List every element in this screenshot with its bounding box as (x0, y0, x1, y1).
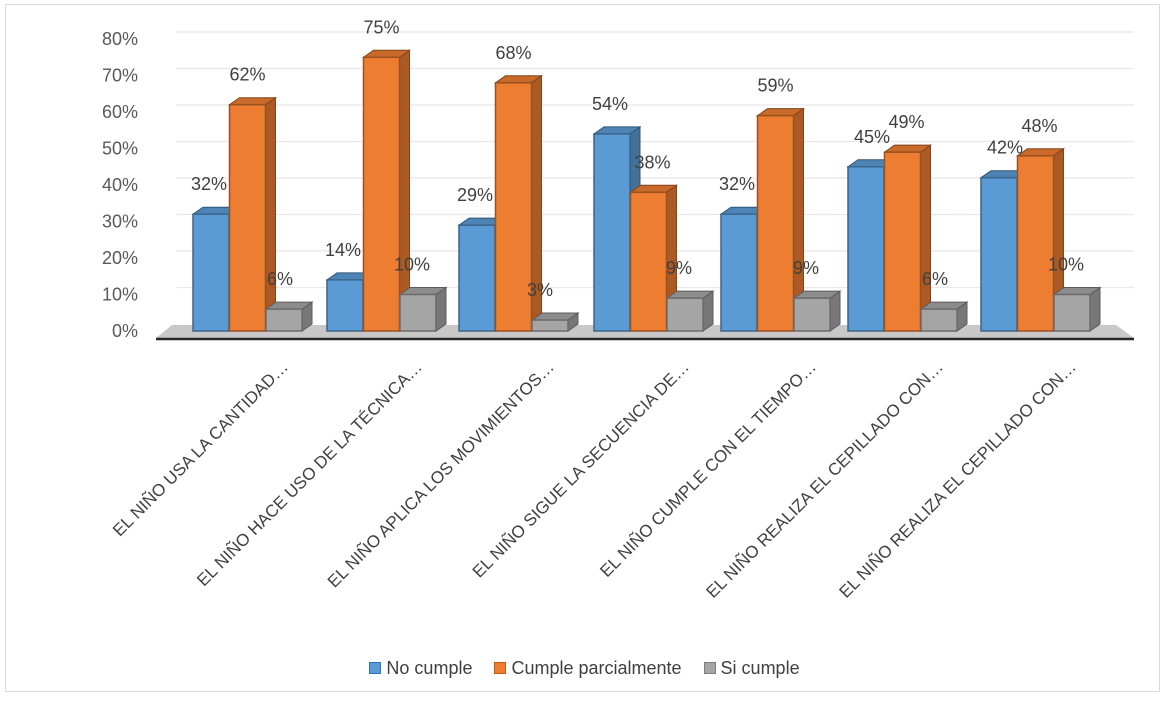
x-axis: EL NIÑO USA LA CANTIDAD…EL NIÑO HACE USO… (109, 357, 1080, 601)
legend-item-no-cumple[interactable]: No cumple (369, 658, 472, 679)
bar-front (228, 103, 267, 332)
data-label: 9% (793, 258, 819, 278)
bar-front (883, 151, 922, 332)
bar-front (720, 213, 758, 332)
bar-front (362, 56, 401, 332)
bar-front (265, 308, 303, 332)
y-tick-label: 20% (102, 248, 138, 268)
legend-label-cumple-parcialmente: Cumple parcialmente (511, 657, 682, 678)
data-label: 75% (363, 17, 399, 37)
bar-1-1 (361, 49, 412, 332)
bar-0-2 (264, 301, 314, 332)
data-label: 29% (457, 185, 493, 205)
bar-front (192, 213, 230, 332)
bar-front (1016, 155, 1055, 332)
bar-0-1 (227, 96, 278, 332)
bar-2-2 (530, 312, 580, 332)
y-tick-label: 80% (102, 29, 138, 49)
bar-front (629, 191, 668, 332)
bar-1-2 (398, 286, 448, 332)
data-label: 14% (325, 240, 361, 260)
y-axis: 0% 10% 20% 30% 40% 50% 60% 70% 80% (102, 29, 138, 341)
data-label: 3% (527, 280, 553, 300)
y-tick-label: 70% (102, 66, 138, 86)
bar-4-1 (755, 107, 806, 332)
data-label: 6% (267, 269, 293, 289)
data-label: 62% (229, 65, 265, 85)
legend-label-si-cumple: Si cumple (720, 657, 800, 678)
data-labels: 32% 62% 6% 14% 75% 10% 29% 68% 3% 54% 38% 9% 32% 59% 9… (191, 17, 1084, 300)
bar-side (265, 96, 276, 332)
bar-front (326, 279, 364, 332)
x-category-label: EL NIÑO HACE USO DE LA TÉCNICA… (193, 357, 426, 590)
bar-front (920, 308, 958, 332)
bar-6-1 (1015, 147, 1066, 332)
data-label: 49% (888, 112, 924, 132)
bar-front (756, 114, 795, 332)
bar-front (531, 319, 569, 332)
legend-item-si-cumple[interactable]: Si cumple (703, 657, 800, 679)
bar-front (494, 82, 533, 332)
bar-2-1 (493, 74, 544, 332)
data-label: 59% (757, 76, 793, 96)
bar-5-2 (919, 301, 969, 332)
data-label: 9% (666, 258, 692, 278)
data-label: 68% (495, 43, 531, 63)
x-category-label: EL NIÑO SIGUE LA SECUENCIA DE… (469, 357, 693, 581)
data-label: 10% (1048, 255, 1084, 275)
y-tick-label: 60% (102, 102, 138, 122)
bar-front (1053, 293, 1091, 332)
y-tick-label: 0% (112, 321, 138, 341)
data-label: 45% (854, 127, 890, 147)
x-category-label: EL NIÑO APLICA LOS MOVIMIENTOS… (324, 357, 558, 591)
bar-front (666, 297, 704, 332)
legend-item-cumple-parcialmente[interactable]: Cumple parcialmente (494, 657, 682, 679)
data-label: 42% (987, 138, 1023, 158)
bar-front (847, 166, 885, 332)
bar-3-2 (665, 290, 715, 332)
x-category-label: EL NIÑO REALIZA EL CEPILLADO CON… (835, 357, 1079, 601)
legend-swatch-si-cumple (703, 662, 716, 674)
bar-front (593, 133, 631, 332)
data-label: 32% (191, 174, 227, 194)
data-label: 38% (634, 152, 670, 172)
data-label: 6% (922, 269, 948, 289)
y-tick-label: 40% (102, 175, 138, 195)
bar-6-2 (1052, 286, 1102, 332)
data-label: 32% (719, 174, 755, 194)
y-tick-label: 50% (102, 139, 138, 159)
chart-area (5, 4, 1160, 692)
bar-front (793, 297, 831, 332)
legend-swatch-cumple-parcialmente (494, 662, 507, 674)
data-label: 10% (394, 255, 430, 275)
legend-label-no-cumple: No cumple (386, 657, 473, 678)
bar-4-2 (792, 290, 842, 332)
x-category-label: EL NIÑO REALIZA EL CEPILLADO CON… (702, 357, 946, 601)
x-category-label: EL NIÑO CUMPLE CON EL TIEMPO… (596, 357, 819, 580)
bar-front (980, 176, 1018, 332)
legend-swatch-no-cumple (369, 662, 382, 674)
data-label: 54% (592, 94, 628, 114)
bar-front (458, 224, 496, 332)
bars (191, 49, 1102, 332)
y-tick-label: 30% (102, 212, 138, 232)
bar-5-1 (882, 144, 933, 332)
data-label: 48% (1021, 116, 1057, 136)
bar-front (399, 293, 437, 332)
y-tick-label: 10% (102, 285, 138, 305)
legend: No cumple Cumple parcialmente Si cumple (0, 655, 1169, 681)
